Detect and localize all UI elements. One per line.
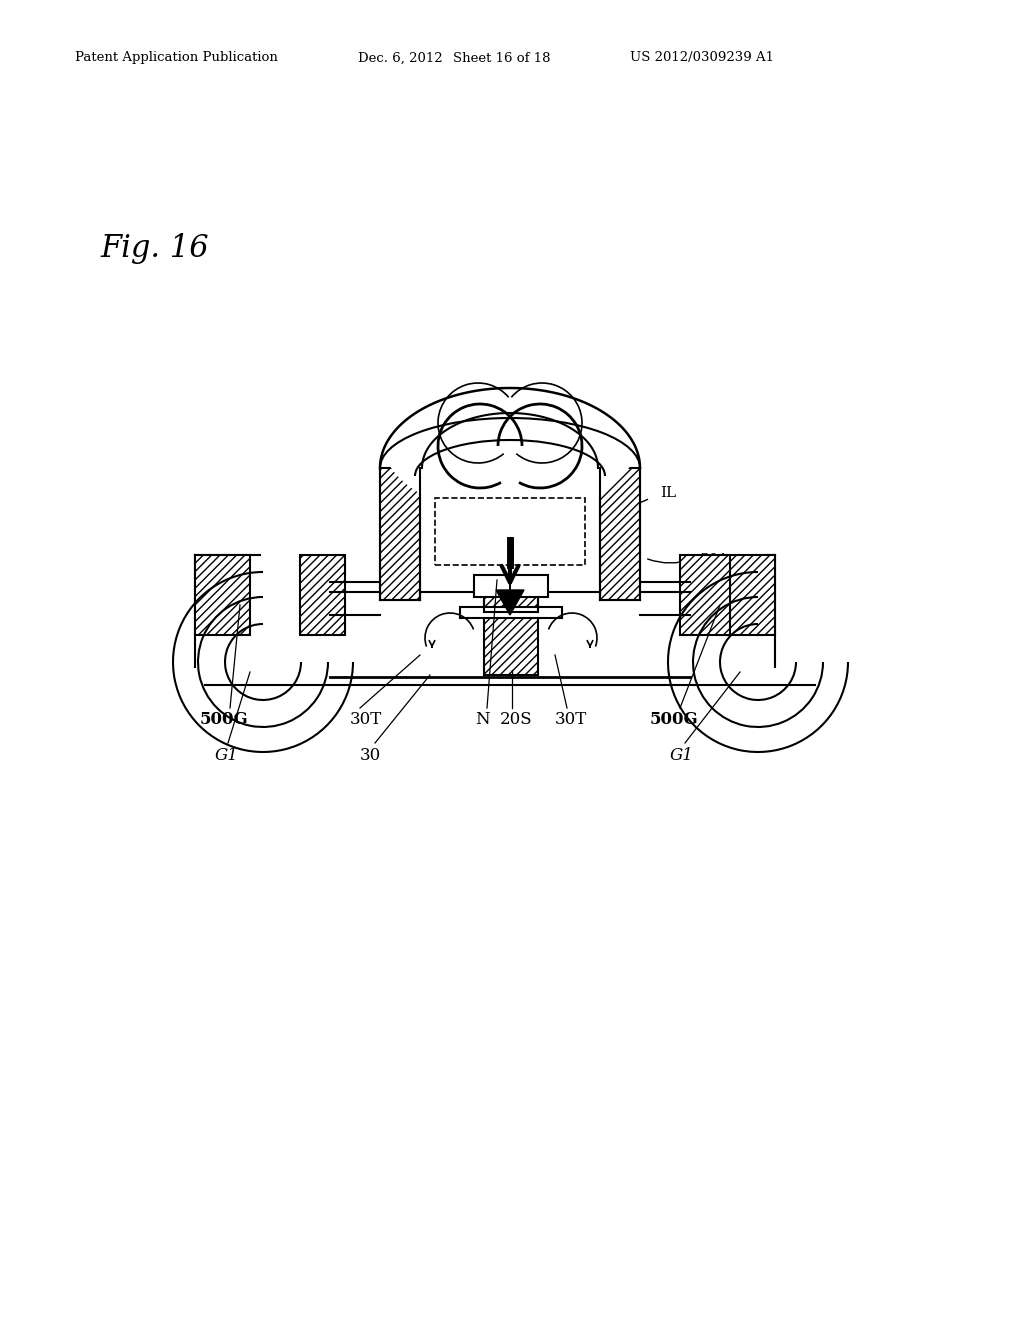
Text: US 2012/0309239 A1: US 2012/0309239 A1	[630, 51, 774, 65]
Text: 20S: 20S	[500, 711, 532, 729]
Text: 501: 501	[700, 553, 729, 568]
Bar	[420, 469, 600, 601]
Bar	[600, 469, 640, 601]
Text: 500G: 500G	[650, 711, 698, 729]
Text: IL: IL	[660, 486, 676, 500]
Text: Patent Application Publication: Patent Application Publication	[75, 51, 278, 65]
Text: G1: G1	[215, 747, 239, 763]
Text: N: N	[475, 711, 489, 729]
Bar	[380, 469, 420, 601]
Bar	[474, 576, 548, 597]
Bar	[460, 607, 562, 618]
Bar	[195, 554, 250, 635]
FancyArrow shape	[496, 554, 524, 615]
Text: Sheet 16 of 18: Sheet 16 of 18	[453, 51, 551, 65]
Text: 30T: 30T	[555, 711, 587, 729]
Text: 30T: 30T	[350, 711, 382, 729]
Text: G1: G1	[670, 747, 694, 763]
Text: 30: 30	[360, 747, 381, 763]
Bar	[680, 554, 730, 635]
Bar	[484, 579, 538, 675]
Text: Dec. 6, 2012: Dec. 6, 2012	[358, 51, 442, 65]
Bar	[720, 554, 775, 635]
Text: Fig. 16: Fig. 16	[100, 232, 209, 264]
Bar	[435, 498, 585, 565]
Text: 500G: 500G	[200, 711, 249, 729]
Ellipse shape	[384, 408, 636, 498]
Bar	[300, 554, 345, 635]
Ellipse shape	[381, 360, 639, 516]
